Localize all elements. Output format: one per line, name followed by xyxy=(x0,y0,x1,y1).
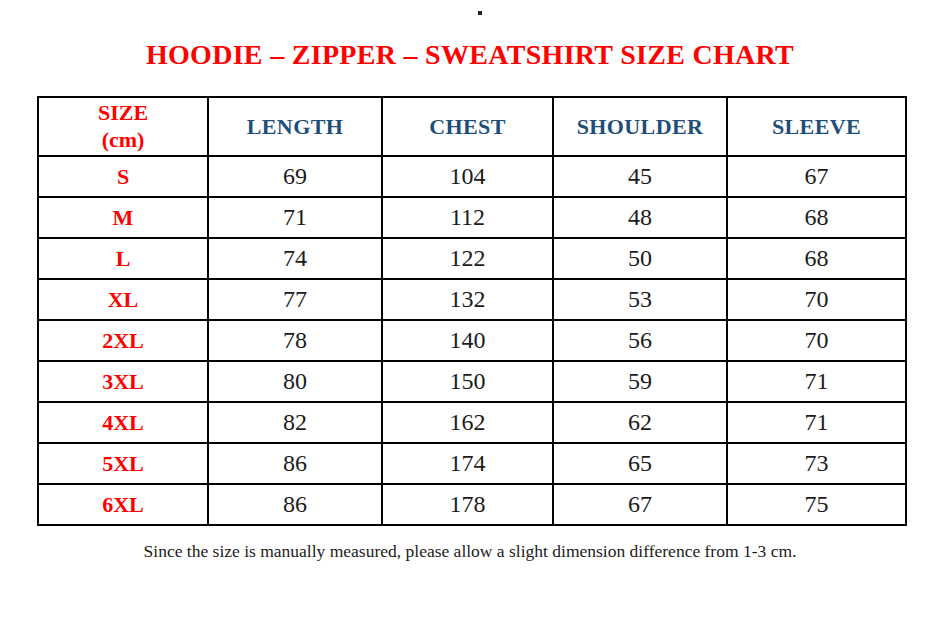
length-cell: 74 xyxy=(208,238,382,279)
sleeve-cell: 70 xyxy=(727,320,906,361)
tiny-dot-icon xyxy=(478,11,482,15)
sleeve-cell: 71 xyxy=(727,361,906,402)
sleeve-cell: 67 xyxy=(727,156,906,197)
shoulder-cell: 62 xyxy=(553,402,727,443)
chest-cell: 132 xyxy=(382,279,553,320)
length-cell: 78 xyxy=(208,320,382,361)
shoulder-cell: 53 xyxy=(553,279,727,320)
table-row: 6XL 86 178 67 75 xyxy=(38,484,906,525)
sleeve-cell: 68 xyxy=(727,238,906,279)
header-chest-cell: CHEST xyxy=(382,97,553,156)
length-cell: 77 xyxy=(208,279,382,320)
footnote: Since the size is manually measured, ple… xyxy=(0,540,940,562)
chest-cell: 178 xyxy=(382,484,553,525)
length-cell: 69 xyxy=(208,156,382,197)
chest-cell: 140 xyxy=(382,320,553,361)
header-sleeve-cell: SLEEVE xyxy=(727,97,906,156)
chest-cell: 112 xyxy=(382,197,553,238)
size-cell: 4XL xyxy=(38,402,208,443)
chest-cell: 162 xyxy=(382,402,553,443)
header-size-cell: SIZE (cm) xyxy=(38,97,208,156)
sleeve-cell: 71 xyxy=(727,402,906,443)
length-cell: 80 xyxy=(208,361,382,402)
sleeve-cell: 68 xyxy=(727,197,906,238)
chest-cell: 174 xyxy=(382,443,553,484)
header-length-cell: LENGTH xyxy=(208,97,382,156)
table-row: 2XL 78 140 56 70 xyxy=(38,320,906,361)
table-row: 3XL 80 150 59 71 xyxy=(38,361,906,402)
sleeve-cell: 73 xyxy=(727,443,906,484)
table-row: XL 77 132 53 70 xyxy=(38,279,906,320)
shoulder-cell: 50 xyxy=(553,238,727,279)
header-size-unit: (cm) xyxy=(39,127,207,153)
table-row: L 74 122 50 68 xyxy=(38,238,906,279)
table-row: 4XL 82 162 62 71 xyxy=(38,402,906,443)
size-cell: XL xyxy=(38,279,208,320)
table-row: S 69 104 45 67 xyxy=(38,156,906,197)
size-chart-table: SIZE (cm) LENGTH CHEST SHOULDER SLEEVE S… xyxy=(37,96,907,526)
length-cell: 71 xyxy=(208,197,382,238)
shoulder-cell: 48 xyxy=(553,197,727,238)
length-cell: 86 xyxy=(208,484,382,525)
table-row: 5XL 86 174 65 73 xyxy=(38,443,906,484)
shoulder-cell: 59 xyxy=(553,361,727,402)
chest-cell: 104 xyxy=(382,156,553,197)
size-cell: 3XL xyxy=(38,361,208,402)
table-row: M 71 112 48 68 xyxy=(38,197,906,238)
header-shoulder-cell: SHOULDER xyxy=(553,97,727,156)
page-container: HOODIE – ZIPPER – SWEATSHIRT SIZE CHART … xyxy=(0,0,940,623)
size-cell: S xyxy=(38,156,208,197)
sleeve-cell: 70 xyxy=(727,279,906,320)
page-title: HOODIE – ZIPPER – SWEATSHIRT SIZE CHART xyxy=(0,39,940,70)
length-cell: 82 xyxy=(208,402,382,443)
chest-cell: 150 xyxy=(382,361,553,402)
size-cell: M xyxy=(38,197,208,238)
length-cell: 86 xyxy=(208,443,382,484)
size-cell: 2XL xyxy=(38,320,208,361)
size-cell: 5XL xyxy=(38,443,208,484)
chest-cell: 122 xyxy=(382,238,553,279)
header-size-label: SIZE xyxy=(39,100,207,126)
size-cell: L xyxy=(38,238,208,279)
shoulder-cell: 45 xyxy=(553,156,727,197)
shoulder-cell: 56 xyxy=(553,320,727,361)
shoulder-cell: 67 xyxy=(553,484,727,525)
size-cell: 6XL xyxy=(38,484,208,525)
table-header-row: SIZE (cm) LENGTH CHEST SHOULDER SLEEVE xyxy=(38,97,906,156)
sleeve-cell: 75 xyxy=(727,484,906,525)
shoulder-cell: 65 xyxy=(553,443,727,484)
